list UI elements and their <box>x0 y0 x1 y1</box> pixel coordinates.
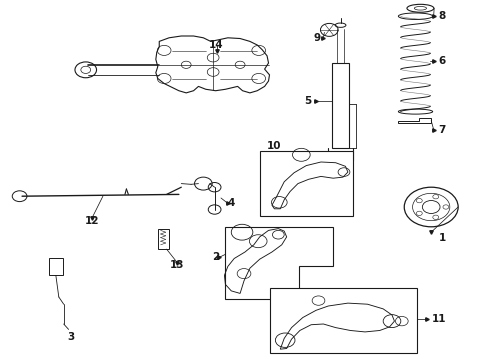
Text: 1: 1 <box>439 233 446 243</box>
Text: 8: 8 <box>439 11 446 21</box>
Text: 13: 13 <box>170 260 185 270</box>
FancyBboxPatch shape <box>260 151 353 216</box>
Text: 10: 10 <box>267 141 282 151</box>
Text: 2: 2 <box>212 252 219 262</box>
Polygon shape <box>225 227 333 299</box>
Text: 12: 12 <box>85 216 99 226</box>
FancyBboxPatch shape <box>270 288 416 353</box>
Text: 4: 4 <box>228 198 235 208</box>
Text: 7: 7 <box>439 125 446 135</box>
Text: 14: 14 <box>209 40 224 50</box>
Text: 6: 6 <box>439 56 446 66</box>
Text: 9: 9 <box>314 33 321 43</box>
Text: 11: 11 <box>432 314 447 324</box>
Text: 3: 3 <box>68 332 74 342</box>
Text: 5: 5 <box>304 96 311 106</box>
